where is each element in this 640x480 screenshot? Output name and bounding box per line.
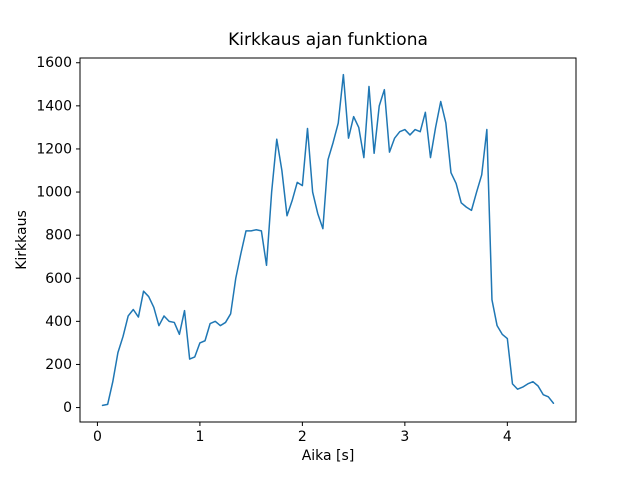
x-tick-label: 3: [400, 429, 409, 445]
axes-frame: [79, 57, 577, 423]
data-line: [101, 73, 555, 407]
plot-area: [80, 58, 576, 422]
y-tick-label: 0: [63, 400, 72, 416]
x-tick-label: 0: [93, 429, 102, 445]
x-tick-label: 4: [503, 429, 512, 445]
y-tick-label: 400: [45, 314, 72, 330]
y-tick-label: 1600: [36, 55, 72, 71]
plot-content: 0 1 2 3 4 0 200 400 600 800 1000 1200 1400 1600: [36, 55, 555, 445]
x-tick-label: 2: [298, 429, 307, 445]
y-axis-label: Kirkkaus: [14, 210, 30, 270]
y-tick-label: 1200: [36, 141, 72, 157]
chart-title: Kirkkaus ajan funktiona: [228, 30, 428, 50]
y-tick-label: 200: [45, 357, 72, 373]
y-tick-label: 600: [45, 271, 72, 287]
x-tick-label: 1: [195, 429, 204, 445]
y-tick-label: 1000: [36, 185, 72, 201]
y-tick-label: 800: [45, 228, 72, 244]
x-axis-label: Aika [s]: [302, 448, 355, 464]
y-tick-label: 1400: [36, 98, 72, 114]
